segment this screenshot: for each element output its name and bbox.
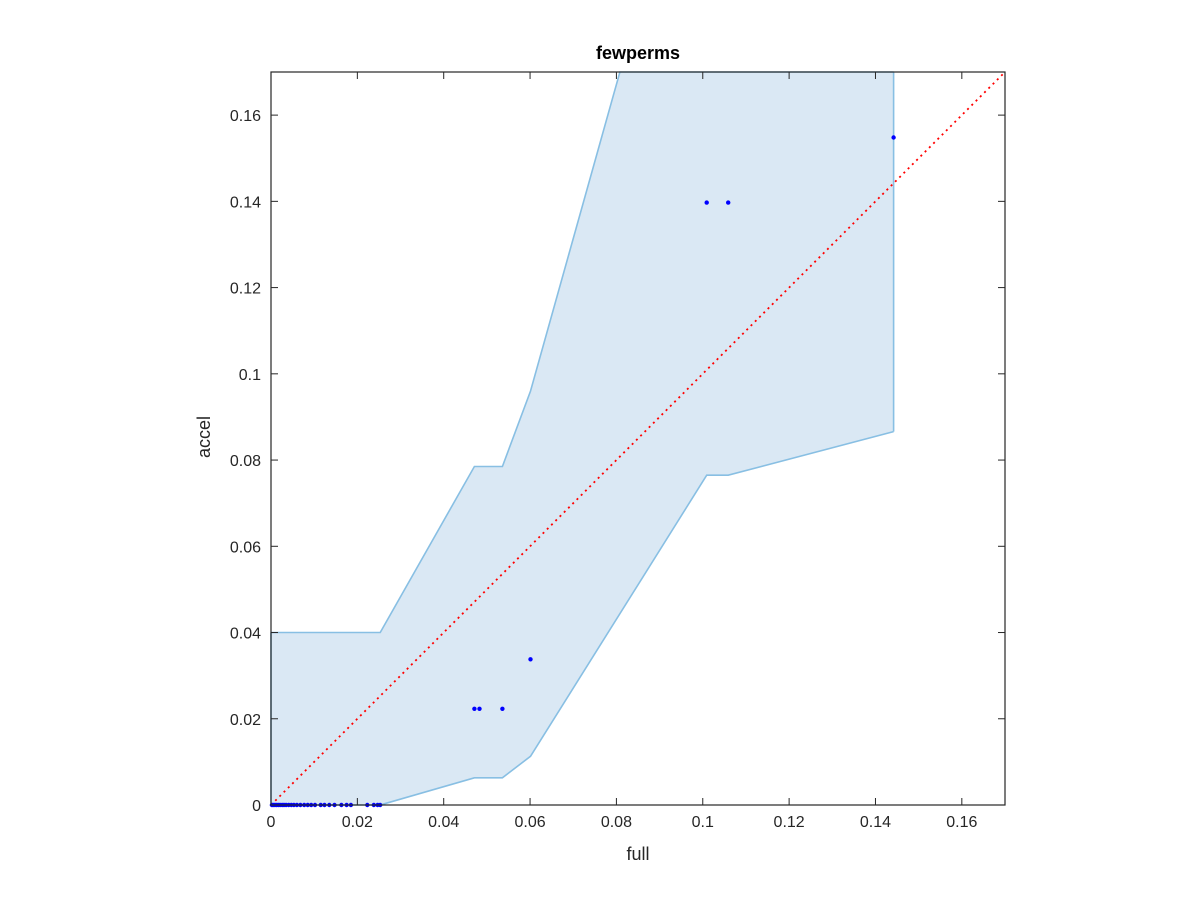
data-point bbox=[704, 200, 709, 205]
y-tick-label: 0.06 bbox=[230, 539, 261, 556]
y-tick-label: 0.04 bbox=[230, 626, 261, 643]
band-fill bbox=[271, 72, 894, 805]
y-tick-label: 0.02 bbox=[230, 712, 261, 729]
data-point bbox=[528, 657, 533, 662]
y-tick-label: 0.14 bbox=[230, 194, 261, 211]
reference-line-layer bbox=[270, 71, 1006, 806]
y-tick-label: 0.16 bbox=[230, 108, 261, 125]
data-point bbox=[472, 706, 477, 711]
x-tick-label: 0.1 bbox=[692, 814, 714, 831]
y-tick-label: 0 bbox=[252, 798, 261, 815]
reference-line bbox=[270, 71, 1006, 806]
x-tick-label: 0.04 bbox=[428, 814, 459, 831]
y-tick-label: 0.08 bbox=[230, 453, 261, 470]
data-point bbox=[500, 706, 505, 711]
x-tick-label: 0.06 bbox=[514, 814, 545, 831]
axes-layer: 0 0.02 0.04 0.06 0.08 0.1 0.12 0.14 0.16 0 0.02 0.0… bbox=[230, 71, 1006, 831]
x-tick-label: 0.14 bbox=[860, 814, 891, 831]
band-lower-edge bbox=[271, 430, 894, 806]
chart-title: fewperms bbox=[596, 43, 680, 63]
data-point bbox=[726, 200, 731, 205]
confidence-band-layer bbox=[270, 71, 895, 806]
y-tick-label: 0.12 bbox=[230, 281, 261, 298]
axes-box bbox=[270, 71, 1006, 806]
x-tick-label: 0.12 bbox=[774, 814, 805, 831]
y-axis-label: accel bbox=[194, 416, 214, 458]
x-tick-label: 0.02 bbox=[342, 814, 373, 831]
data-point bbox=[891, 135, 896, 140]
x-axis-label: full bbox=[626, 844, 649, 864]
data-point bbox=[477, 706, 482, 711]
x-tick-label: 0 bbox=[267, 814, 276, 831]
x-tick-label: 0.08 bbox=[601, 814, 632, 831]
x-tick-label: 0.16 bbox=[946, 814, 977, 831]
y-tick-label: 0.1 bbox=[239, 367, 261, 384]
